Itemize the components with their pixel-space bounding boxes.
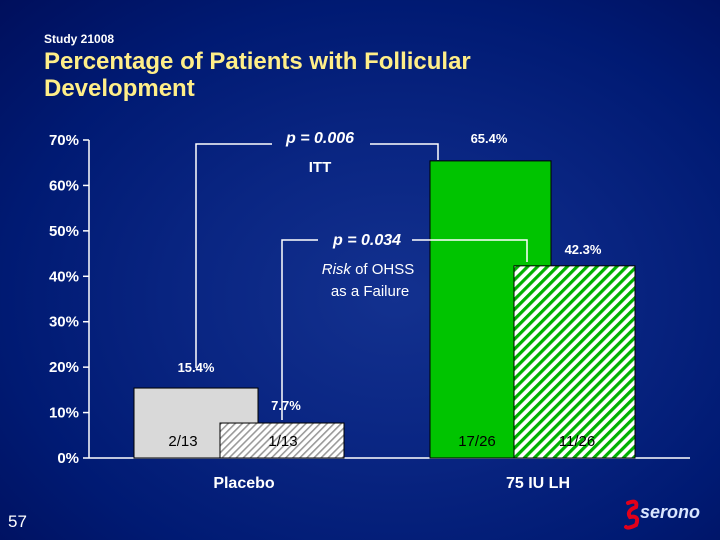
count-placebo-ohss: 1/13 — [268, 433, 297, 450]
slide-number: 57 — [8, 512, 27, 531]
bracket-itt-right — [370, 143, 439, 160]
count-placebo-itt: 2/13 — [168, 433, 197, 450]
ohss-label-line2: as a Failure — [331, 283, 409, 300]
bracket-itt — [195, 143, 272, 368]
serono-logo-icon — [624, 499, 640, 530]
chart-title: Percentage of Patients with Follicular D… — [44, 48, 471, 102]
bar-placebo-ohss — [219, 422, 345, 459]
y-tick-label: 40% — [49, 268, 79, 285]
count-lh-itt: 17/26 — [458, 433, 496, 450]
category-label-placebo: Placebo — [213, 475, 275, 492]
y-tick-label: 70% — [49, 132, 79, 149]
serono-logo-text: serono — [640, 502, 701, 522]
bar-lh-ohss — [513, 265, 636, 459]
study-label: Study 21008 — [44, 32, 115, 46]
bracket-ohss — [281, 239, 318, 420]
value-label-lh-itt: 65.4% — [471, 131, 508, 146]
y-tick-label: 50% — [49, 223, 79, 240]
value-label-placebo-ohss: 7.7% — [271, 398, 301, 413]
p-value-ohss: p = 0.034 — [332, 232, 401, 249]
y-tick-label: 0% — [57, 450, 79, 467]
ohss-label-line1: Risk of OHSS — [322, 261, 415, 278]
y-tick-label: 20% — [49, 359, 79, 376]
bracket-ohss-right — [412, 239, 528, 262]
p-value-itt: p = 0.006 — [285, 130, 354, 147]
category-label-lh: 75 IU LH — [506, 475, 570, 492]
count-lh-ohss: 11/26 — [559, 433, 595, 450]
value-label-lh-ohss: 42.3% — [565, 242, 602, 257]
y-tick-label: 30% — [49, 314, 79, 331]
y-tick-label: 10% — [49, 405, 79, 422]
y-tick-label: 60% — [49, 177, 79, 194]
itt-label: ITT — [309, 159, 332, 176]
